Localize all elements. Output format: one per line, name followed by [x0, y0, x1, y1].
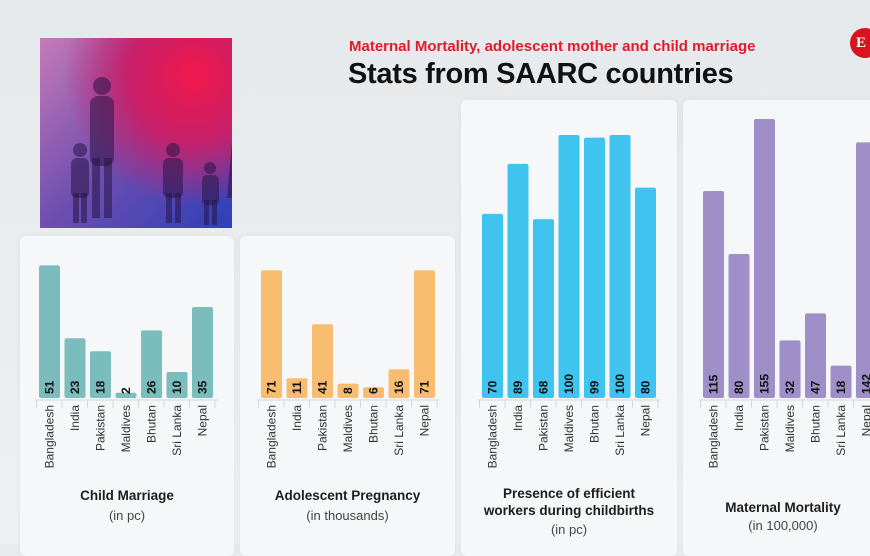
- category-label: Sri Lanka: [170, 405, 184, 456]
- data-label: 70: [486, 380, 500, 394]
- category-label: India: [290, 405, 304, 431]
- data-label: 26: [145, 380, 159, 394]
- category-label: Sri Lanka: [613, 405, 627, 456]
- bar: [261, 270, 282, 398]
- data-label: 89: [511, 380, 525, 394]
- category-label: Nepal: [418, 405, 432, 436]
- category-label: Maldives: [341, 405, 355, 452]
- data-label: 16: [392, 380, 406, 394]
- category-label: Pakistan: [94, 405, 108, 451]
- category-label: Bangladesh: [43, 405, 57, 468]
- bar: [482, 214, 503, 398]
- data-label: 10: [170, 380, 184, 394]
- category-label: Nepal: [860, 405, 870, 436]
- bar: [414, 270, 435, 398]
- category-label: Nepal: [196, 405, 210, 436]
- category-label: Bangladesh: [486, 405, 500, 468]
- category-label: India: [732, 405, 746, 431]
- bar: [635, 188, 656, 398]
- data-label: 47: [809, 380, 823, 394]
- data-label: 99: [588, 380, 602, 394]
- category-label: India: [511, 405, 525, 431]
- category-label: Nepal: [639, 405, 653, 436]
- bar: [754, 119, 775, 398]
- category-label: Maldives: [562, 405, 576, 452]
- data-label: 41: [316, 380, 330, 394]
- bar: [559, 135, 580, 398]
- bar: [610, 135, 631, 398]
- data-label: 80: [732, 380, 746, 394]
- category-label: Bangladesh: [265, 405, 279, 468]
- category-label: Sri Lanka: [392, 405, 406, 456]
- data-label: 51: [43, 380, 57, 394]
- category-label: Pakistan: [758, 405, 772, 451]
- data-label: 71: [418, 380, 432, 394]
- data-label: 2: [119, 387, 133, 394]
- data-label: 35: [196, 380, 210, 394]
- data-label: 6: [367, 387, 381, 394]
- bar: [729, 254, 750, 398]
- bar: [508, 164, 529, 398]
- data-label: 100: [613, 374, 627, 394]
- category-label: India: [68, 405, 82, 431]
- category-label: Pakistan: [537, 405, 551, 451]
- data-label: 155: [758, 374, 772, 394]
- data-label: 18: [834, 380, 848, 394]
- category-label: Bhutan: [145, 405, 159, 443]
- data-label: 115: [707, 374, 721, 394]
- category-label: Sri Lanka: [834, 405, 848, 456]
- category-label: Bhutan: [809, 405, 823, 443]
- data-label: 8: [341, 387, 355, 394]
- category-label: Bhutan: [588, 405, 602, 443]
- bar: [856, 142, 870, 398]
- bar: [39, 265, 60, 398]
- bar-charts: 51 Bangladesh 23 India 18 Pakistan 2 Maldives 26…: [0, 0, 870, 544]
- category-label: Pakistan: [316, 405, 330, 451]
- data-label: 100: [562, 374, 576, 394]
- data-label: 23: [68, 380, 82, 394]
- category-label: Maldives: [783, 405, 797, 452]
- data-label: 142: [860, 374, 870, 394]
- data-label: 71: [265, 380, 279, 394]
- bar: [584, 138, 605, 398]
- data-label: 18: [94, 380, 108, 394]
- data-label: 80: [639, 380, 653, 394]
- category-label: Bhutan: [367, 405, 381, 443]
- bar: [533, 219, 554, 398]
- category-label: Maldives: [119, 405, 133, 452]
- bar: [703, 191, 724, 398]
- data-label: 11: [290, 381, 304, 394]
- data-label: 68: [537, 380, 551, 394]
- category-label: Bangladesh: [707, 405, 721, 468]
- data-label: 32: [783, 380, 797, 394]
